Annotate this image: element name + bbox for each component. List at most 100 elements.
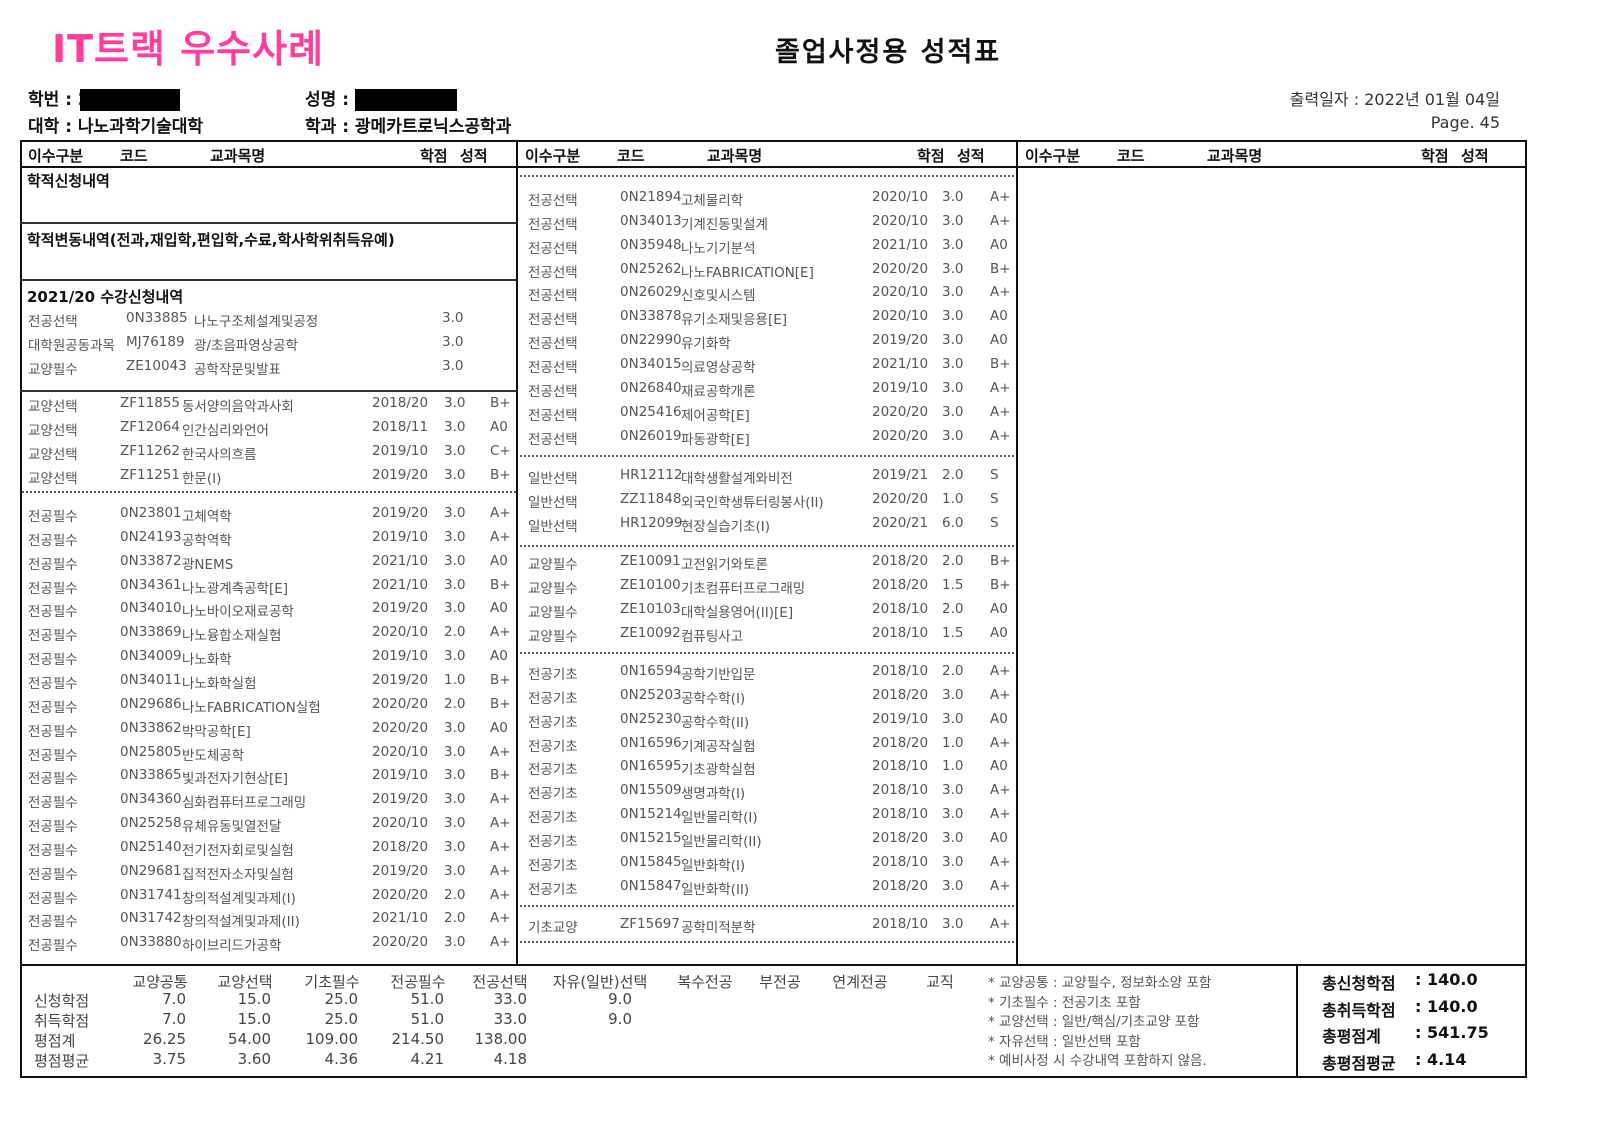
course-term: 2018/20 <box>872 877 929 894</box>
course-code: 0N25416 <box>620 403 682 420</box>
course-row: 기초교양 ZF15697 공학미적분학 2018/10 3.0 A+ <box>528 916 1018 936</box>
course-code: ZE10092 <box>620 624 681 641</box>
course-category: 전공필수 <box>28 747 78 764</box>
totals-divider <box>1296 964 1298 1078</box>
course-credits: 3.0 <box>444 600 466 617</box>
course-code: 0N15845 <box>620 853 682 870</box>
course-term: 2018/20 <box>372 395 429 411</box>
course-row: 전공필수 0N34011 나노화학실험 2019/20 1.0 B+ <box>28 672 518 692</box>
course-category: 일반선택 <box>528 471 578 487</box>
course-term: 2019/20 <box>372 671 429 688</box>
summary-value: 51.0 <box>410 1010 444 1028</box>
course-course-name: 창의적설계및과제(II) <box>182 914 300 931</box>
course-course-name: 집적전자소자및실험 <box>182 866 294 883</box>
course-code: 0N34015 <box>620 355 682 372</box>
course-credits: 3.0 <box>444 395 466 411</box>
course-course-name: 외국인학생튜터링봉사(II) <box>681 494 824 511</box>
course-course-name: 나노광계측공학[E] <box>182 580 289 597</box>
course-term: 2019/20 <box>372 862 429 879</box>
course-course-name: 생명과학(I) <box>681 786 746 803</box>
dotted-divider <box>520 175 1014 177</box>
course-course-name: 나노기기분석 <box>681 240 756 257</box>
course-row: 교양필수 ZE10100 기초컴퓨터프로그래밍 2018/20 1.5 B+ <box>528 577 1018 597</box>
course-category: 전공필수 <box>28 938 78 955</box>
course-code: ZE10091 <box>620 553 681 569</box>
course-row: 전공기초 0N16594 공학기반입문 2018/10 2.0 A+ <box>528 663 1018 683</box>
column-divider <box>516 140 518 966</box>
course-category: 전공필수 <box>28 795 78 812</box>
course-code: HR12112 <box>620 467 683 483</box>
header-grade: 성적 <box>460 147 488 165</box>
course-code: 0N25230 <box>620 710 682 727</box>
course-term: 2018/20 <box>872 686 929 703</box>
dotted-divider <box>22 491 516 493</box>
course-category: 전공필수 <box>28 532 78 549</box>
course-category: 전공선택 <box>528 312 578 329</box>
course-term: 2019/20 <box>372 791 429 808</box>
course-category: 전공필수 <box>28 699 78 716</box>
course-credits: 3.0 <box>442 357 464 374</box>
course-row: 교양필수 ZE10043 공학작문및발표 3.0 <box>28 358 518 378</box>
course-course-name: 일반화학(II) <box>681 881 750 898</box>
course-code: 0N33872 <box>120 552 182 569</box>
course-term: 2019/20 <box>372 466 429 483</box>
course-grade: A0 <box>490 418 508 435</box>
course-term: 2018/10 <box>872 758 929 775</box>
course-code: 0N29686 <box>120 695 182 712</box>
course-category: 전공필수 <box>28 890 78 907</box>
course-credits: 3.0 <box>942 189 964 205</box>
course-credits: 3.0 <box>942 710 964 727</box>
summary-value: 25.0 <box>324 1010 358 1028</box>
course-term: 2019/10 <box>872 710 929 727</box>
course-grade: A+ <box>490 528 511 545</box>
dotted-divider <box>520 905 1014 907</box>
course-grade: A+ <box>990 853 1011 870</box>
summary-row-label: 평점평균 <box>34 1052 90 1070</box>
summary-header: 전공필수 <box>390 973 446 991</box>
course-course-name: 창의적설계및과제(I) <box>182 890 296 907</box>
course-grade: A+ <box>490 910 511 927</box>
course-row: 전공필수 0N31742 창의적설계및과제(II) 2021/10 2.0 A+ <box>28 910 518 930</box>
course-credits: 1.0 <box>444 671 466 688</box>
course-category: 전공필수 <box>28 580 78 597</box>
section-rule <box>20 222 517 224</box>
summary-value: 3.60 <box>237 1050 271 1068</box>
header-category: 이수구분 <box>28 147 84 165</box>
course-course-name: 제어공학[E] <box>681 407 750 424</box>
course-row: 전공선택 0N21894 고체물리학 2020/10 3.0 A+ <box>528 189 1018 209</box>
course-row: 전공필수 0N34009 나노화학 2019/10 3.0 A0 <box>28 648 518 668</box>
page-number: Page. 45 <box>1430 113 1500 132</box>
course-code: 0N34361 <box>120 576 182 593</box>
course-course-name: 기초컴퓨터프로그래밍 <box>681 580 806 597</box>
course-grade: A+ <box>490 791 511 808</box>
course-credits: 3.0 <box>942 284 964 301</box>
course-term: 2019/10 <box>372 442 429 459</box>
total-label: 총취득학점 <box>1322 1000 1396 1020</box>
course-credits: 3.0 <box>942 236 964 253</box>
course-grade: A+ <box>490 505 511 521</box>
course-course-name: 전기전자회로및실험 <box>182 842 294 859</box>
course-credits: 3.0 <box>942 853 964 870</box>
course-code: 0N34011 <box>120 671 182 688</box>
summary-header: 복수전공 <box>677 973 733 991</box>
dotted-divider <box>520 545 1014 547</box>
course-grade: B+ <box>990 355 1011 372</box>
course-course-name: 공학역학 <box>182 532 232 549</box>
summary-note: * 교양선택 : 일반/핵심/기초교양 포함 <box>988 1014 1200 1030</box>
course-grade: B+ <box>990 576 1011 593</box>
course-credits: 3.0 <box>444 552 466 569</box>
course-code: 0N34360 <box>120 791 182 808</box>
course-row: 전공선택 0N26029 신호및시스템 2020/10 3.0 A+ <box>528 284 1018 304</box>
course-term: 2018/20 <box>872 576 929 593</box>
course-course-name: 하이브리드가공학 <box>182 938 282 955</box>
course-code: 0N33880 <box>120 934 182 951</box>
course-term: 2020/20 <box>872 490 929 507</box>
total-value: : 4.14 <box>1415 1049 1467 1069</box>
summary-value: 3.75 <box>152 1050 186 1068</box>
header-category: 이수구분 <box>525 147 581 165</box>
course-grade: A+ <box>990 189 1011 205</box>
course-category: 전공선택 <box>528 193 578 209</box>
course-category: 전공선택 <box>528 216 578 233</box>
course-grade: A0 <box>990 624 1008 641</box>
course-course-name: 나노융합소재실험 <box>182 628 282 645</box>
